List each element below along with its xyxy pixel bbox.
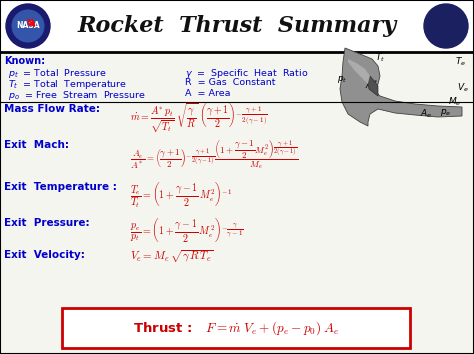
Polygon shape [348, 59, 370, 84]
Text: $A^*$: $A^*$ [365, 79, 379, 91]
Text: $p_t$: $p_t$ [337, 74, 347, 85]
Text: Exit  Temperature :: Exit Temperature : [4, 182, 117, 192]
Text: $T_t$  = Total  Temperature: $T_t$ = Total Temperature [8, 78, 127, 91]
Text: Thrust :   $F = \dot{m}\;V_e + (p_e - p_0)\;A_e$: Thrust : $F = \dot{m}\;V_e + (p_e - p_0)… [133, 319, 339, 337]
Text: $\dot{m} = \dfrac{A^{*}\,p_t}{\sqrt{T_t}}\;\sqrt{\dfrac{\gamma}{R}}\;\left(\dfra: $\dot{m} = \dfrac{A^{*}\,p_t}{\sqrt{T_t}… [130, 102, 268, 135]
Text: $V_e$: $V_e$ [457, 82, 469, 95]
Text: R  = Gas  Constant: R = Gas Constant [185, 78, 275, 87]
Text: A  = Area: A = Area [185, 89, 230, 98]
Bar [0, 0, 474, 52]
Text: Exit  Mach:: Exit Mach: [4, 140, 69, 150]
Polygon shape [340, 48, 462, 126]
Text: $A_e$: $A_e$ [420, 107, 432, 120]
Circle shape [12, 10, 44, 42]
Text: $T_e$: $T_e$ [455, 56, 466, 69]
Circle shape [6, 4, 50, 48]
Polygon shape [368, 76, 378, 96]
Text: $p_t$  = Total  Pressure: $p_t$ = Total Pressure [8, 67, 107, 80]
Text: $V_e = M_e\,\sqrt{\gamma\,R\,T_e}$: $V_e = M_e\,\sqrt{\gamma\,R\,T_e}$ [130, 248, 214, 265]
Text: Rocket  Thrust  Summary: Rocket Thrust Summary [77, 15, 397, 37]
Text: $p_o$  = Free  Stream  Pressure: $p_o$ = Free Stream Pressure [8, 89, 146, 102]
Circle shape [424, 4, 468, 48]
Text: Exit  Pressure:: Exit Pressure: [4, 218, 90, 228]
Text: $\dfrac{A_e}{A^*} = \left(\dfrac{\gamma+1}{2}\right)^{\!\!-\dfrac{\gamma+1}{2(\g: $\dfrac{A_e}{A^*} = \left(\dfrac{\gamma+… [130, 138, 299, 171]
Text: $\dfrac{p_e}{p_t} = \left(1 + \dfrac{\gamma-1}{2}\,M_e^2\right)^{-\dfrac{\gamma}: $\dfrac{p_e}{p_t} = \left(1 + \dfrac{\ga… [130, 216, 244, 244]
Text: Mass Flow Rate:: Mass Flow Rate: [4, 104, 100, 114]
Text: $\dfrac{T_e}{T_t} = \left(1 + \dfrac{\gamma-1}{2}\,M_e^2\right)^{-1}$: $\dfrac{T_e}{T_t} = \left(1 + \dfrac{\ga… [130, 180, 232, 210]
Text: $\gamma$  =  Specific  Heat  Ratio: $\gamma$ = Specific Heat Ratio [185, 67, 308, 80]
Text: Exit  Velocity:: Exit Velocity: [4, 250, 85, 260]
Text: $M_e$: $M_e$ [448, 95, 461, 108]
Bar [62, 308, 410, 348]
Text: Known:: Known: [4, 56, 45, 66]
Text: $p_e$: $p_e$ [440, 107, 451, 118]
Text: NASA: NASA [16, 22, 40, 30]
Text: $T_t$: $T_t$ [375, 52, 385, 64]
Bar [0, 52, 474, 354]
